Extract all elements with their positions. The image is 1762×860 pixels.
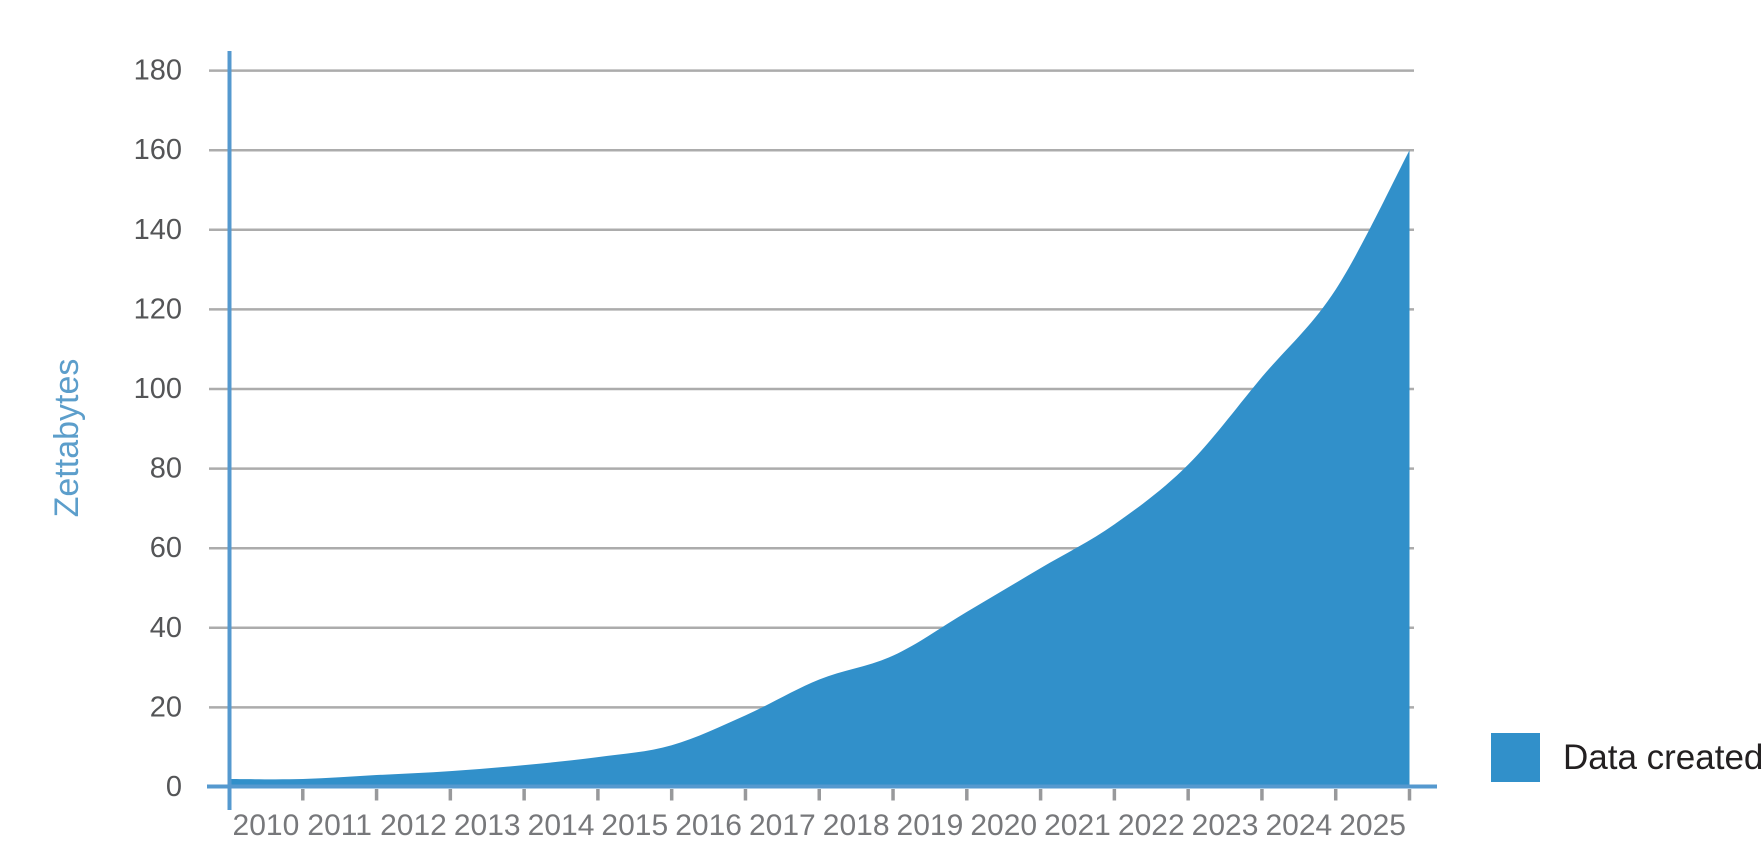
x-tick-mark [1038,789,1043,801]
y-tick-label: 20 [150,691,182,723]
x-tick-label: 2019 [897,809,964,842]
x-tick-label: 2013 [454,809,521,842]
x-tick-label: 2010 [233,809,300,842]
x-axis-line [207,784,1437,789]
data-created-area [229,150,1410,789]
data-created-area-series [229,150,1410,789]
y-tick-label: 80 [150,453,182,485]
y-tick-label: 120 [134,293,182,325]
axes [207,51,1437,810]
legend-swatch [1491,732,1540,782]
x-tick-labels: 2010 2011 2012 2013 2014 2015 2016 2017 2018 2019… [233,809,1406,842]
x-tick-mark [522,789,526,801]
x-tick-label: 2015 [601,809,668,842]
x-tick-mark [817,789,821,801]
x-tick-mark [743,789,748,801]
x-tick-mark [1333,789,1338,801]
x-tick-mark [1407,789,1412,801]
x-tick-mark [301,789,305,801]
x-tick-mark [891,789,895,801]
x-tick-mark [448,789,453,801]
legend: Data created [1491,732,1762,782]
x-tick-label: 2012 [380,809,447,842]
y-tick-label: 160 [134,134,182,166]
x-tick-mark [374,789,379,801]
x-tick-mark [1112,789,1117,801]
x-tick-mark [669,789,674,801]
x-tick-marks [301,789,1412,801]
x-tick-mark [1186,789,1190,801]
x-tick-label: 2023 [1192,809,1259,842]
x-tick-label: 2011 [307,809,372,842]
x-tick-mark [596,789,600,801]
x-tick-label: 2018 [823,809,890,842]
x-tick-label: 2021 [1044,809,1111,842]
y-tick-label: 0 [166,771,182,803]
y-axis-title: Zettabytes [48,359,86,518]
y-tick-label: 140 [134,214,182,246]
y-axis-line [227,51,232,810]
y-tick-label: 180 [134,55,182,87]
x-tick-label: 2020 [970,809,1037,842]
x-tick-label: 2025 [1339,809,1406,842]
y-tick-label: 40 [150,612,182,644]
gridlines [209,69,1414,709]
x-tick-label: 2017 [749,809,816,842]
y-tick-label: 60 [150,532,182,564]
x-tick-label: 2024 [1265,809,1332,842]
y-tick-labels: 0 20 40 60 80 100 120 140 160 180 [134,55,182,803]
legend-label: Data created [1563,737,1762,777]
x-tick-mark [1260,789,1264,801]
x-tick-label: 2016 [675,809,742,842]
y-tick-label: 100 [134,373,182,405]
x-tick-label: 2014 [528,809,595,842]
x-tick-label: 2022 [1118,809,1185,842]
x-tick-mark [965,789,969,801]
